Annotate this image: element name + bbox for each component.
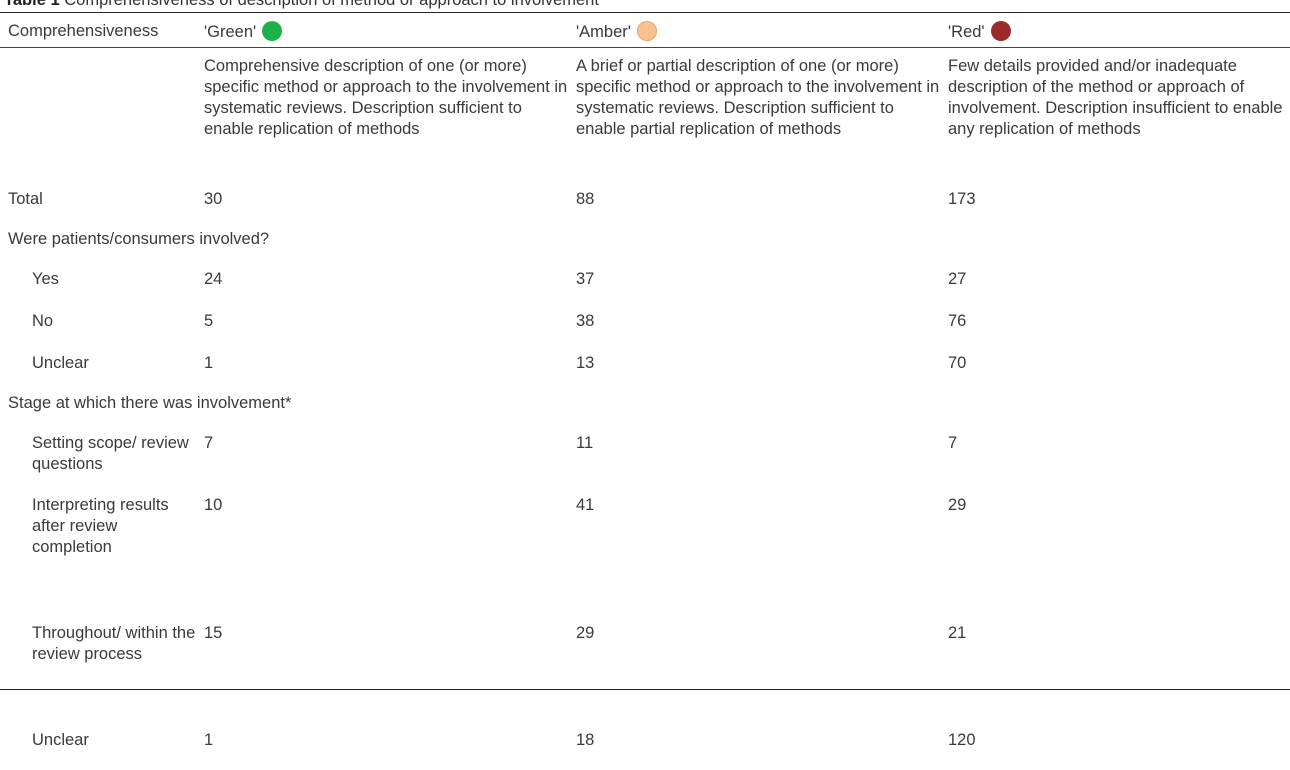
cell-amber: 29 xyxy=(576,624,595,642)
table-caption: Table 1 Comprehensiveness of description… xyxy=(4,0,599,10)
header-amber-label: 'Amber' xyxy=(576,22,631,41)
green-dot-icon xyxy=(262,20,283,41)
table-top-rule xyxy=(0,12,1290,13)
section-heading-row: Were patients/consumers involved? xyxy=(0,229,1290,267)
description-red: Few details provided and/or inadequate d… xyxy=(948,57,1283,138)
row-label: No xyxy=(32,312,54,330)
cell-amber: 38 xyxy=(576,312,595,330)
cell-red: 21 xyxy=(948,624,967,642)
row-label: Unclear xyxy=(32,354,89,372)
table-row: No 5 38 76 xyxy=(0,309,1290,351)
table-row: Setting scope/ review questions 7 11 7 xyxy=(0,431,1290,493)
total-red: 173 xyxy=(948,190,976,208)
cell-green: 1 xyxy=(204,731,214,749)
cell-green: 15 xyxy=(204,624,223,642)
total-label: Total xyxy=(8,190,43,208)
header-red-label: 'Red' xyxy=(948,22,985,41)
cell-green: 5 xyxy=(204,312,214,330)
table-caption-label: Table 1 xyxy=(4,0,60,9)
comprehensiveness-table: Comprehensiveness 'Green' 'Amber' 'Red' … xyxy=(0,12,1290,770)
table-caption-text: Comprehensiveness of description of meth… xyxy=(64,0,599,9)
red-dot-icon xyxy=(990,20,1011,41)
cell-amber: 37 xyxy=(576,270,595,288)
cell-amber: 13 xyxy=(576,354,595,372)
cell-red: 76 xyxy=(948,312,967,330)
row-label: Unclear xyxy=(32,731,89,749)
header-green: 'Green' xyxy=(196,12,568,49)
table-row: Interpreting results after review comple… xyxy=(0,493,1290,621)
header-comprehensiveness: Comprehensiveness xyxy=(8,22,159,40)
section1-title: Were patients/consumers involved? xyxy=(8,230,270,248)
cell-amber: 41 xyxy=(576,496,595,514)
row-label: Interpreting results after review comple… xyxy=(32,496,169,556)
table-row: Throughout/ within the review process 15… xyxy=(0,621,1290,728)
section2-title: Stage at which there was involvement* xyxy=(8,394,292,412)
cell-red: 29 xyxy=(948,496,967,514)
total-row: Total 30 88 173 xyxy=(0,187,1290,229)
table-header-rule xyxy=(0,47,1290,48)
cell-red: 120 xyxy=(948,731,976,749)
cell-amber: 11 xyxy=(576,434,594,452)
total-green: 30 xyxy=(204,190,223,208)
table-row: Yes 24 37 27 xyxy=(0,267,1290,309)
cell-green: 1 xyxy=(204,354,214,372)
total-amber: 88 xyxy=(576,190,595,208)
cell-red: 7 xyxy=(948,434,958,452)
header-red: 'Red' xyxy=(940,12,1290,49)
row-label: Throughout/ within the review process xyxy=(32,624,196,663)
cell-green: 7 xyxy=(204,434,214,452)
header-amber: 'Amber' xyxy=(568,12,940,49)
description-green: Comprehensive description of one (or mor… xyxy=(204,57,568,138)
cell-red: 27 xyxy=(948,270,967,288)
row-label: Setting scope/ review questions xyxy=(32,434,189,473)
table-row: Unclear 1 18 120 xyxy=(0,728,1290,770)
cell-red: 70 xyxy=(948,354,967,372)
description-label-cell xyxy=(0,49,196,187)
table-row: Unclear 1 13 70 xyxy=(0,351,1290,393)
description-amber: A brief or partial description of one (o… xyxy=(576,57,940,138)
cell-green: 10 xyxy=(204,496,223,514)
cell-green: 24 xyxy=(204,270,223,288)
section-heading-row: Stage at which there was involvement* xyxy=(0,393,1290,431)
table-header-row: Comprehensiveness 'Green' 'Amber' 'Red' xyxy=(0,12,1290,49)
description-row: Comprehensive description of one (or mor… xyxy=(0,49,1290,187)
amber-dot-icon xyxy=(636,20,657,41)
cell-amber: 18 xyxy=(576,731,595,749)
row-label: Yes xyxy=(32,270,59,288)
header-green-label: 'Green' xyxy=(204,22,257,41)
table-bottom-rule xyxy=(0,689,1290,690)
